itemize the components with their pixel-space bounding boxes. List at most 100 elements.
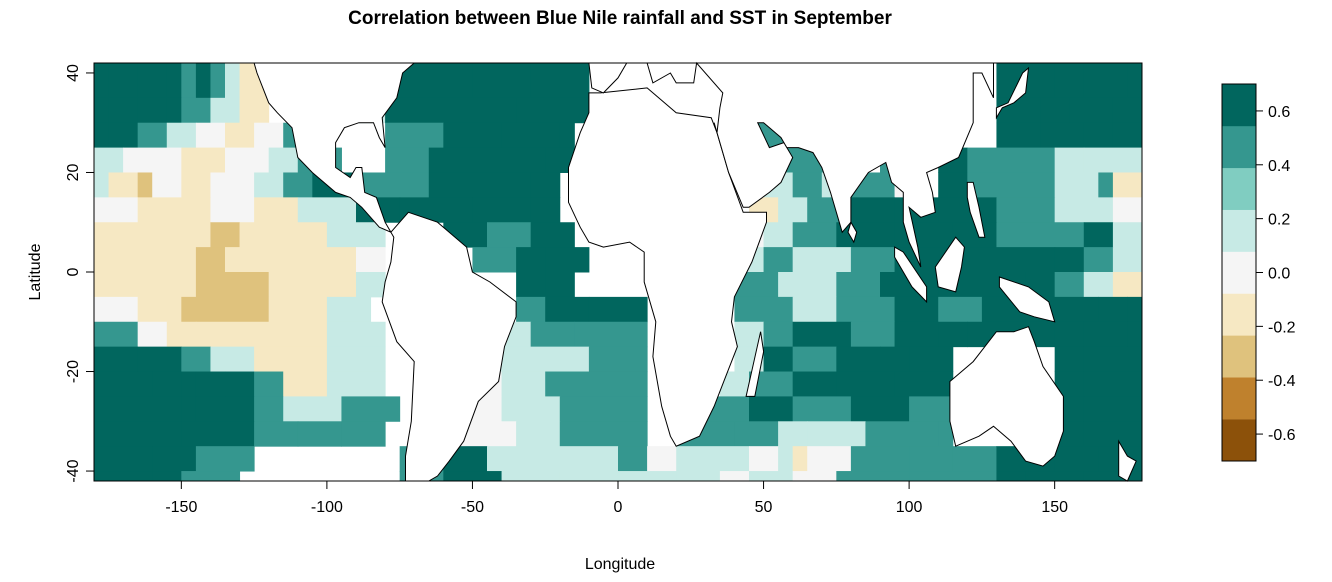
heatmap-cell-41 xyxy=(225,122,255,149)
heatmap-cell-179 xyxy=(166,321,197,348)
heatmap-cell-132 xyxy=(472,247,517,273)
heatmap-cell-276 xyxy=(647,446,677,472)
heatmap-cell-301 xyxy=(909,471,997,482)
heatmap-cell-249 xyxy=(94,421,182,447)
heatmap-cell-34 xyxy=(1069,97,1114,124)
heatmap-cell-120 xyxy=(763,222,794,248)
heatmap-cell-58 xyxy=(268,147,299,173)
chart-title: Correlation between Blue Nile rainfall a… xyxy=(348,8,892,29)
heatmap-cell-60 xyxy=(385,147,430,173)
x-tick-label: -100 xyxy=(311,499,343,516)
heatmap-cell-253 xyxy=(297,421,342,447)
heatmap-cell-213 xyxy=(1083,346,1143,373)
heatmap-cell-18 xyxy=(1127,63,1143,99)
heatmap-cell-54 xyxy=(94,147,124,173)
colorbar-label: -0.4 xyxy=(1268,373,1296,390)
heatmap-cell-252 xyxy=(254,421,299,447)
heatmap-cell-91 xyxy=(1054,172,1099,198)
heatmap-cell-112 xyxy=(94,222,211,248)
heatmap-cell-160 xyxy=(94,296,139,323)
heatmap-cell-74 xyxy=(152,172,182,198)
colorbar-label: -0.2 xyxy=(1268,319,1296,336)
heatmap-cell-95 xyxy=(137,197,211,223)
heatmap-cell-298 xyxy=(749,471,794,482)
x-tick-label: -150 xyxy=(165,499,197,516)
heatmap-cell-11 xyxy=(530,63,590,99)
colorbar-legend: -0.6 -0.4 -0.2 0.0 0.2 0.4 0.6 xyxy=(1221,83,1296,462)
colorbar-swatch xyxy=(1222,251,1256,294)
heatmap-cell-286 xyxy=(1054,446,1099,472)
heatmap-cell-4 xyxy=(181,63,197,99)
heatmap-cell-277 xyxy=(676,446,750,472)
heatmap-cell-243 xyxy=(749,396,794,422)
heatmap-cell-278 xyxy=(749,446,779,472)
heatmap-cell-53 xyxy=(1112,122,1143,149)
heatmap-cell-22 xyxy=(166,97,182,124)
heatmap-cell-110 xyxy=(1054,197,1114,223)
heatmap-cell-130 xyxy=(225,247,357,273)
heatmap-cell-300 xyxy=(836,471,910,482)
colorbar-label: 0.4 xyxy=(1268,158,1290,175)
heatmap-cell-40 xyxy=(195,122,226,149)
heatmap-cell-169 xyxy=(792,296,837,323)
heatmap-cell-70 xyxy=(1083,147,1143,173)
heatmap-cell-71 xyxy=(94,172,110,198)
heatmap-cell-118 xyxy=(530,222,575,248)
heatmap-cell-176 xyxy=(1127,296,1143,323)
heatmap-cell-73 xyxy=(137,172,153,198)
heatmap-cell-178 xyxy=(137,321,168,348)
heatmap-cell-270 xyxy=(195,446,255,472)
heatmap-cell-96 xyxy=(210,197,255,223)
heatmap-cell-284 xyxy=(952,446,997,472)
heatmap-cell-83 xyxy=(530,172,561,198)
heatmap-cell-150 xyxy=(545,272,575,298)
heatmap-cell-47 xyxy=(559,122,575,149)
heatmap-cells xyxy=(94,63,1143,482)
heatmap-cell-180 xyxy=(195,321,270,348)
heatmap-cell-77 xyxy=(254,172,284,198)
heatmap-cell-126 xyxy=(1083,222,1114,248)
heatmap-cell-133 xyxy=(516,247,546,273)
heatmap-cell-1 xyxy=(108,63,139,99)
heatmap-cell-231 xyxy=(1083,371,1143,397)
heatmap-cell-137 xyxy=(792,247,852,273)
borneo-outline xyxy=(934,236,965,293)
heatmap-cell-15 xyxy=(1025,63,1056,99)
heatmap-cell-152 xyxy=(778,272,837,298)
heatmap-cell-245 xyxy=(850,396,910,422)
heatmap-cell-94 xyxy=(94,197,139,223)
heatmap-cell-157 xyxy=(1054,272,1085,298)
heatmap-cell-167 xyxy=(588,296,648,323)
heatmap-cell-44 xyxy=(385,122,444,149)
x-tick-label: -50 xyxy=(461,499,484,516)
heatmap-cell-16 xyxy=(1054,63,1085,99)
heatmap-cell-212 xyxy=(1054,346,1085,373)
heatmap-cell-148 xyxy=(356,272,386,298)
x-tick-label: 0 xyxy=(614,499,623,516)
heatmap-cell-108 xyxy=(938,197,997,223)
heatmap-cell-258 xyxy=(559,421,648,447)
heatmap-cell-233 xyxy=(181,396,197,422)
heatmap-cell-106 xyxy=(850,197,896,223)
heatmap-cell-145 xyxy=(195,272,226,298)
heatmap-cell-184 xyxy=(530,321,575,348)
heatmap-cell-304 xyxy=(1083,471,1143,482)
heatmap-cell-49 xyxy=(996,122,1012,149)
heatmap-cell-125 xyxy=(996,222,1085,248)
heatmap-cell-211 xyxy=(909,346,954,373)
heatmap-cell-97 xyxy=(254,197,299,223)
heatmap-cell-45 xyxy=(443,122,503,149)
heatmap-cell-294 xyxy=(559,471,619,482)
heatmap-cell-25 xyxy=(239,97,270,124)
heatmap-cell-224 xyxy=(545,371,648,397)
heatmap-cell-241 xyxy=(559,396,648,422)
heatmap-cell-117 xyxy=(487,222,532,248)
heatmap-cell-20 xyxy=(108,97,139,124)
heatmap-cell-235 xyxy=(225,396,255,422)
heatmap-cell-35 xyxy=(1112,97,1143,124)
heatmap-cell-82 xyxy=(487,172,532,198)
heatmap-cell-143 xyxy=(1112,247,1143,273)
heatmap-cell-204 xyxy=(516,346,590,373)
heatmap-cell-142 xyxy=(1083,247,1114,273)
